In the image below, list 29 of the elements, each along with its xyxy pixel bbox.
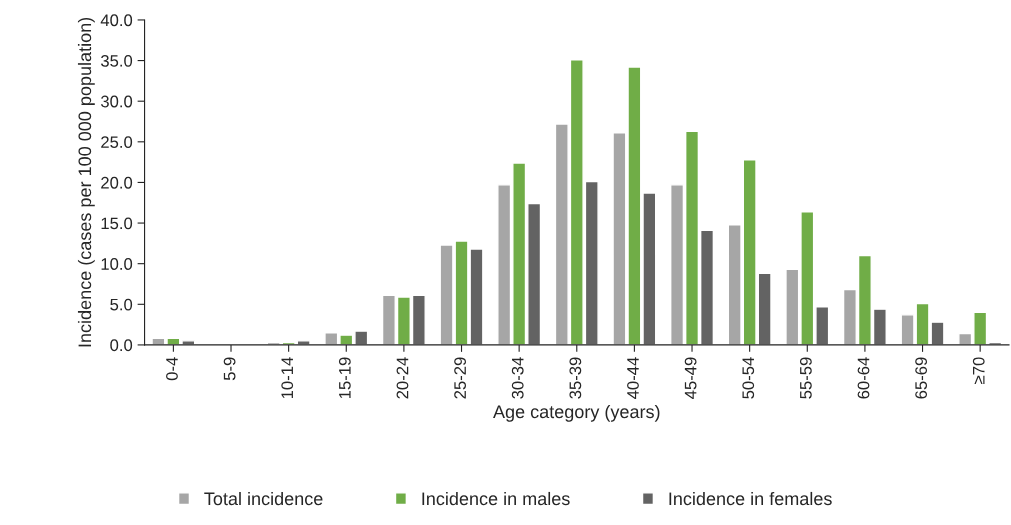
- x-tick-label: 10-14: [281, 357, 294, 399]
- y-tick-label: 0.0: [110, 339, 133, 352]
- x-tick-label: 25-29: [454, 357, 466, 399]
- x-tick-label: 40-44: [627, 357, 639, 399]
- x-tick-label: 50-54: [742, 357, 755, 399]
- y-tick-label: 10.0: [101, 258, 133, 270]
- x-tick-label: 5-9: [223, 357, 236, 381]
- x-tick-label: 60-64: [857, 357, 870, 399]
- y-tick-label: 30.0: [100, 95, 133, 108]
- x-axis-title: Age category (years): [493, 404, 660, 422]
- y-tick-label: 25.0: [101, 136, 133, 149]
- x-tick-label: ≥70: [972, 357, 985, 384]
- x-tick-label: 65-69: [915, 357, 928, 399]
- x-tick-label: 20-24: [396, 357, 409, 399]
- legend-label: Total incidence: [204, 491, 323, 506]
- y-tick-label: 20.0: [101, 176, 133, 189]
- legend-label: Incidence in males: [422, 491, 570, 506]
- x-tick-label: 45-49: [684, 357, 697, 399]
- y-tick-label: 5.0: [110, 298, 133, 311]
- x-tick-label: 35-39: [569, 357, 582, 399]
- x-tick-label: 30-34: [511, 357, 524, 399]
- y-tick-label: 40.0: [100, 14, 133, 27]
- y-axis-title: Incidence (cases per 100 000 population): [77, 17, 95, 347]
- y-tick-label: 35.0: [100, 54, 133, 67]
- legend-label: Incidence in females: [669, 491, 832, 506]
- x-tick-label: 15-19: [338, 357, 351, 399]
- x-tick-label: 55-59: [799, 357, 812, 399]
- x-tick-label: 0-4: [166, 357, 178, 381]
- y-tick-label: 15.0: [101, 217, 133, 230]
